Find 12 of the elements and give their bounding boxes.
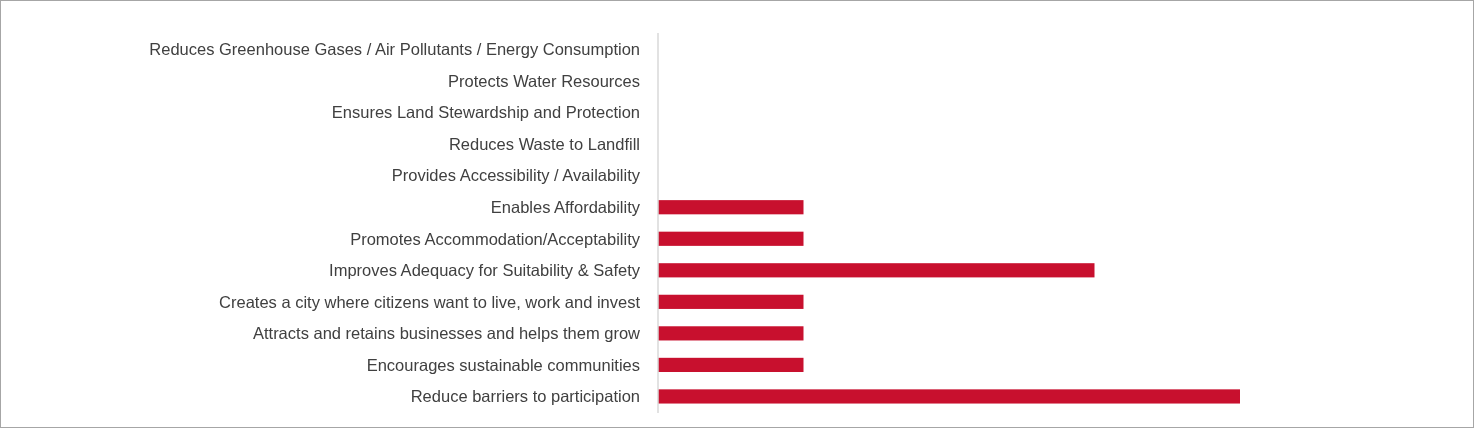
y-tick-label: Protects Water Resources <box>448 71 640 90</box>
y-tick-label: Ensures Land Stewardship and Protection <box>331 103 640 122</box>
y-tick-label: Creates a city where citizens want to live, work and invest <box>219 292 641 311</box>
y-tick-label: Improves Adequacy for Suitability & Safety <box>329 261 641 280</box>
y-tick-label: Attracts and retains businesses and helps them grow <box>252 324 641 343</box>
y-tick-label: Reduces Waste to Landfill <box>448 134 640 153</box>
y-tick-label: Encourages sustainable communities <box>366 355 640 374</box>
y-tick-label: Provides Accessibility / Availability <box>391 166 641 185</box>
y-tick-label: Reduce barriers to participation <box>410 387 640 406</box>
y-tick-label: Promotes Accommodation/Acceptability <box>350 229 641 248</box>
y-tick-label: Reduces Greenhouse Gases / Air Pollutants / Energy Consumption <box>149 40 640 59</box>
y-tick-label: Enables Affordability <box>490 198 641 217</box>
